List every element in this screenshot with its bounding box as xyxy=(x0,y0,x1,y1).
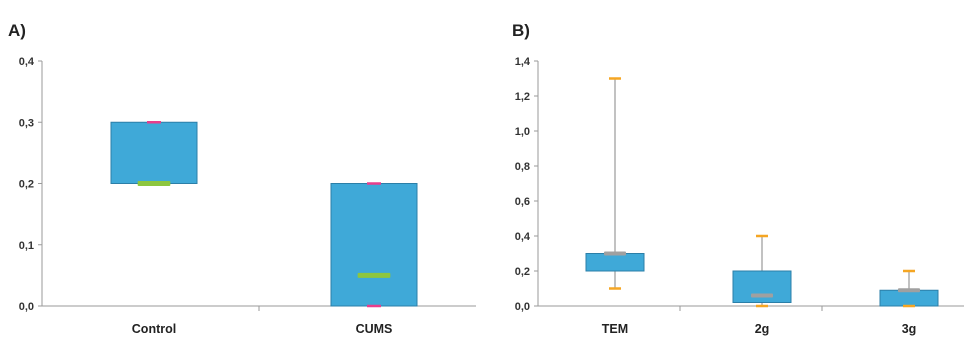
max-cap xyxy=(147,121,161,124)
box-cums xyxy=(330,182,418,308)
y-tick-label: 1,0 xyxy=(515,126,530,138)
category-label: CUMS xyxy=(356,322,393,336)
y-tick-label: 0,6 xyxy=(515,196,530,208)
median-marker xyxy=(603,251,627,256)
y-tick-label: 0,2 xyxy=(19,179,34,191)
y-tick-label: 0,1 xyxy=(19,240,34,252)
box-body xyxy=(330,183,418,307)
median-marker xyxy=(750,293,774,298)
max-cap xyxy=(756,234,768,238)
median-marker xyxy=(897,288,921,293)
panel-a: A) 0,0 0,1 0,2 0,3 0,4 Control CUMS xyxy=(8,21,476,336)
y-tick-label: 0,2 xyxy=(515,266,530,278)
y-tick-label: 0,0 xyxy=(515,301,530,313)
box-2g xyxy=(732,234,792,308)
median-marker xyxy=(357,272,391,278)
min-cap xyxy=(609,287,621,290)
category-label: TEM xyxy=(602,322,628,336)
y-tick-label: 1,4 xyxy=(515,56,531,68)
min-cap xyxy=(367,304,381,308)
box-body xyxy=(879,289,939,307)
panel-a-label: A) xyxy=(8,21,26,40)
y-tick-label: 0,8 xyxy=(515,161,530,173)
min-cap xyxy=(756,304,768,308)
y-tick-label: 0,0 xyxy=(19,301,34,313)
min-cap xyxy=(903,304,915,308)
y-tick-label: 0,4 xyxy=(19,56,35,68)
box-control xyxy=(110,121,198,186)
box-tem xyxy=(585,77,645,290)
panel-b-label: B) xyxy=(512,21,530,40)
box-body xyxy=(110,121,198,184)
max-cap xyxy=(609,77,621,80)
y-tick-label: 0,3 xyxy=(19,117,34,129)
category-label: 3g xyxy=(902,322,917,336)
box-body xyxy=(585,253,645,272)
category-label: Control xyxy=(132,322,176,336)
category-label: 2g xyxy=(755,322,770,336)
box-3g xyxy=(879,269,939,308)
median-marker xyxy=(137,181,171,186)
box-body xyxy=(732,270,792,303)
y-tick-label: 1,2 xyxy=(515,91,530,103)
max-cap xyxy=(367,182,381,185)
max-cap xyxy=(903,269,915,273)
panel-b: B) 0,0 0,2 0,4 0,6 0,8 1,0 1,2 1,4 TEM 2g 3g xyxy=(512,21,964,336)
y-tick-label: 0,4 xyxy=(515,231,531,243)
